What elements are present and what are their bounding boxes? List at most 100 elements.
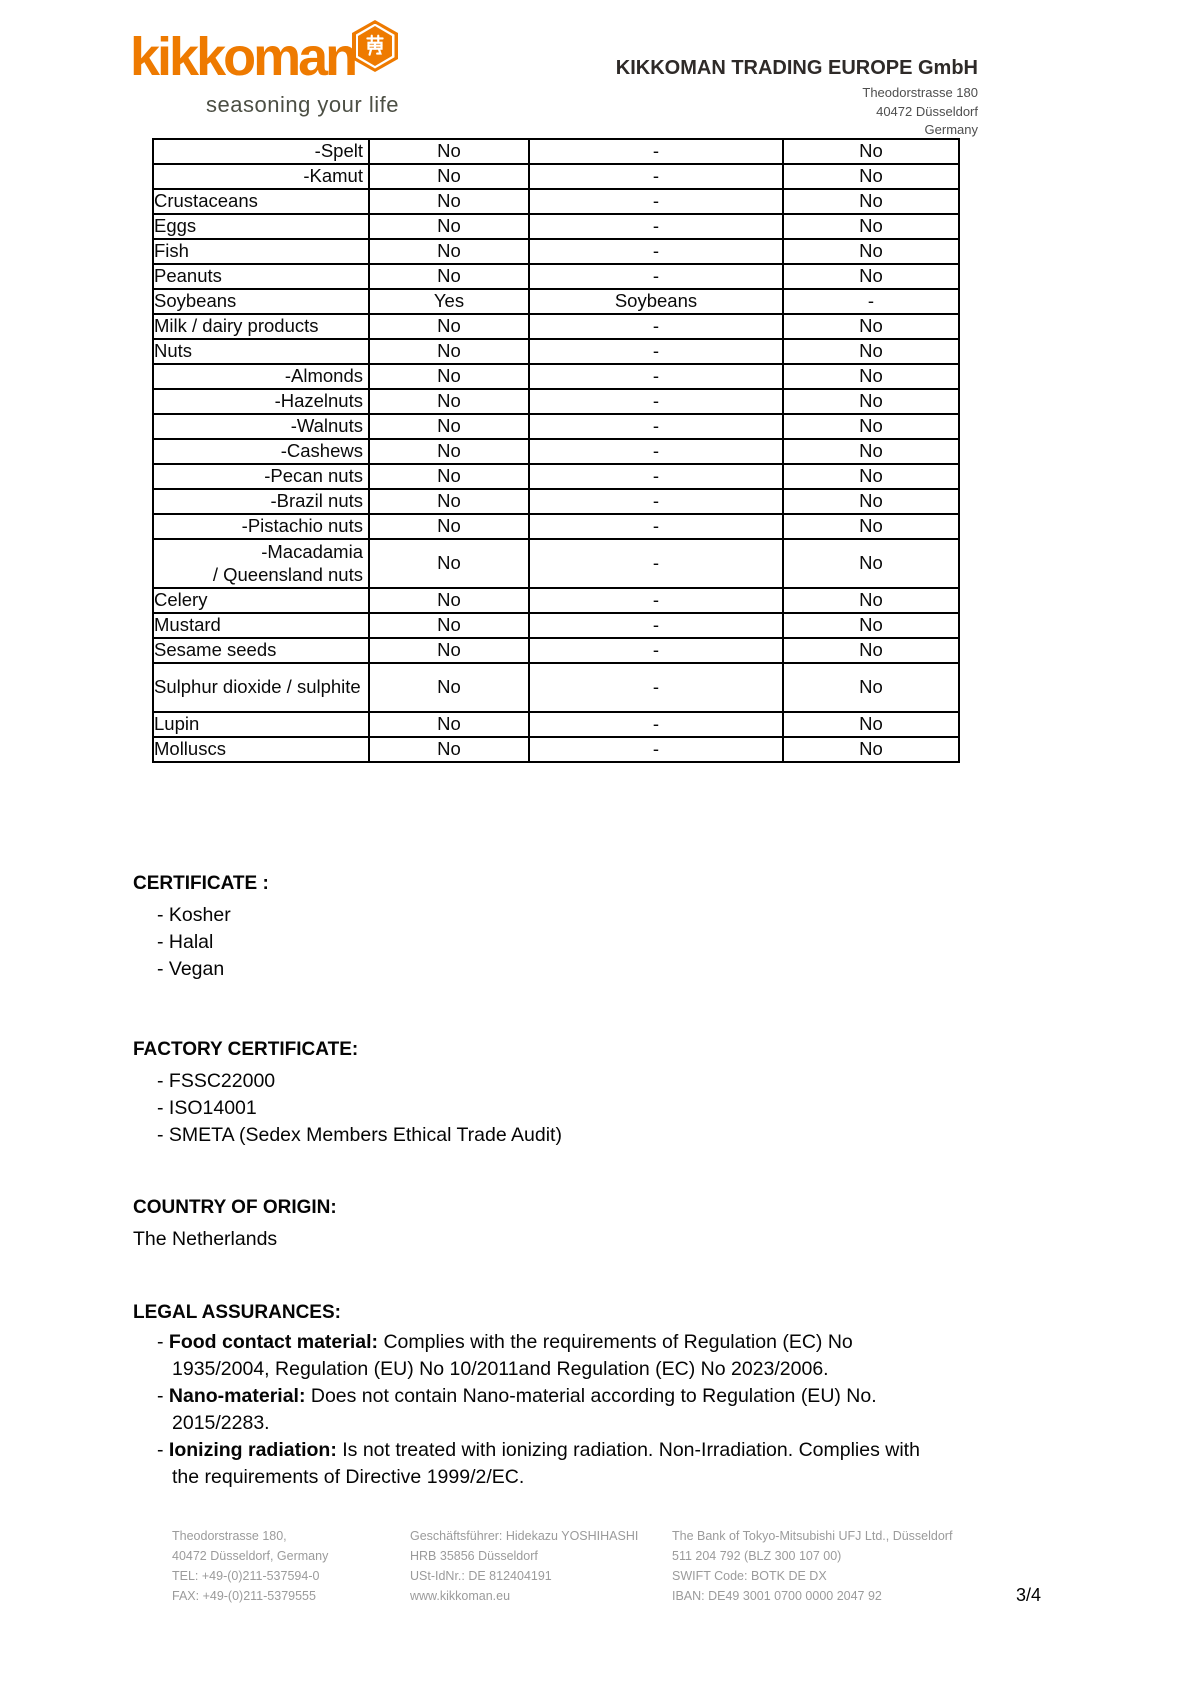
company-address: Theodorstrasse 180 40472 Düsseldorf German… bbox=[418, 84, 978, 140]
allergen-name-cell: -Brazil nuts bbox=[152, 488, 370, 515]
allergen-value-cell: No bbox=[782, 363, 960, 390]
allergen-value-cell: No bbox=[368, 313, 530, 340]
factory-certificate-section: FACTORY CERTIFICATE: - FSSC22000 - ISO140… bbox=[133, 1038, 562, 1149]
allergen-row: -Pecan nuts No - No bbox=[152, 463, 960, 490]
allergen-value-cell: No bbox=[782, 637, 960, 664]
allergen-name-cell: -Macadamia / Queensland nuts bbox=[152, 538, 370, 589]
allergen-table: -Spelt No - No -Kamut No - No Crustaceans No - No Eg… bbox=[152, 138, 960, 763]
allergen-name-cell: Mustard bbox=[152, 612, 370, 639]
allergen-value-cell: No bbox=[782, 438, 960, 465]
allergen-value-cell: No bbox=[368, 513, 530, 540]
address-line: Germany bbox=[924, 122, 978, 137]
allergen-value-cell: - bbox=[528, 488, 784, 515]
allergen-value-cell: - bbox=[528, 413, 784, 440]
certificate-item: - Vegan bbox=[157, 958, 225, 980]
certificate-item: - Kosher bbox=[157, 904, 231, 926]
allergen-name-cell: -Hazelnuts bbox=[152, 388, 370, 415]
allergen-value-cell: No bbox=[368, 238, 530, 265]
allergen-value-cell: - bbox=[528, 587, 784, 614]
allergen-name-cell: Nuts bbox=[152, 338, 370, 365]
allergen-name-cell: -Cashews bbox=[152, 438, 370, 465]
allergen-name-cell: Molluscs bbox=[152, 736, 370, 763]
country-of-origin-value: The Netherlands bbox=[133, 1228, 278, 1250]
allergen-row: Milk / dairy products No - No bbox=[152, 313, 960, 340]
allergen-value-cell: - bbox=[528, 711, 784, 738]
footer-line: Theodorstrasse 180, bbox=[172, 1529, 287, 1543]
allergen-value-cell: No bbox=[368, 587, 530, 614]
allergen-value-cell: No bbox=[368, 612, 530, 639]
allergen-name-cell: Peanuts bbox=[152, 263, 370, 290]
allergen-value-cell: - bbox=[528, 188, 784, 215]
allergen-value-cell: No bbox=[368, 637, 530, 664]
allergen-row: Eggs No - No bbox=[152, 213, 960, 240]
footer-line: 511 204 792 (BLZ 300 107 00) bbox=[672, 1549, 842, 1563]
allergen-value-cell: - bbox=[528, 213, 784, 240]
allergen-value-cell: No bbox=[782, 163, 960, 190]
page-number: 3/4 bbox=[1016, 1585, 1042, 1605]
allergen-value-cell: No bbox=[782, 238, 960, 265]
allergen-value-cell: No bbox=[368, 388, 530, 415]
allergen-value-cell: No bbox=[782, 263, 960, 290]
allergen-value-cell: No bbox=[782, 138, 960, 165]
country-of-origin-section: COUNTRY OF ORIGIN: The Netherlands bbox=[133, 1196, 337, 1253]
allergen-row: Crustaceans No - No bbox=[152, 188, 960, 215]
address-line: 40472 Düsseldorf bbox=[876, 103, 978, 119]
address-line: Theodorstrasse 180 bbox=[862, 85, 978, 100]
footer-line: TEL: +49-(0)211-537594-0 bbox=[172, 1569, 320, 1583]
allergen-row: -Hazelnuts No - No bbox=[152, 388, 960, 415]
legal-assurance-item: Nano-material: Does not contain Nano-mat… bbox=[143, 1383, 969, 1437]
allergen-row: Peanuts No - No bbox=[152, 263, 960, 290]
factory-certificate-item: - ISO14001 bbox=[157, 1097, 257, 1119]
allergen-value-cell: No bbox=[368, 438, 530, 465]
allergen-row: Nuts No - No bbox=[152, 338, 960, 365]
allergen-value-cell: - bbox=[528, 513, 784, 540]
allergen-name-cell: Fish bbox=[152, 238, 370, 265]
allergen-value-cell: - bbox=[528, 263, 784, 290]
legal-assurances-section: LEGAL ASSURANCES: Food contact material:… bbox=[133, 1301, 969, 1491]
allergen-row: Fish No - No bbox=[152, 238, 960, 265]
allergen-value-cell: - bbox=[528, 538, 784, 589]
allergen-row: Soybeans Yes Soybeans - bbox=[152, 288, 960, 315]
allergen-value-cell: No bbox=[782, 463, 960, 490]
allergen-value-cell: No bbox=[368, 413, 530, 440]
allergen-value-cell: No bbox=[782, 413, 960, 440]
allergen-value-cell: No bbox=[368, 711, 530, 738]
legal-assurance-item: Food contact material: Complies with the… bbox=[143, 1329, 969, 1383]
allergen-value-cell: No bbox=[368, 538, 530, 589]
legal-assurances-heading: LEGAL ASSURANCES: bbox=[133, 1302, 341, 1323]
footer-bank-column: The Bank of Tokyo-Mitsubishi UFJ Ltd., D… bbox=[672, 1526, 952, 1606]
allergen-value-cell: No bbox=[782, 488, 960, 515]
allergen-row: Celery No - No bbox=[152, 587, 960, 614]
country-of-origin-heading: COUNTRY OF ORIGIN: bbox=[133, 1197, 337, 1218]
allergen-value-cell: - bbox=[528, 363, 784, 390]
allergen-value-cell: No bbox=[782, 313, 960, 340]
footer-line: HRB 35856 Düsseldorf bbox=[410, 1549, 538, 1563]
allergen-name-cell: -Spelt bbox=[152, 138, 370, 165]
factory-certificate-item: - SMETA (Sedex Members Ethical Trade Aud… bbox=[157, 1124, 562, 1146]
footer-line: IBAN: DE49 3001 0700 0000 2047 92 bbox=[672, 1589, 882, 1603]
certificate-section: CERTIFICATE : - Kosher - Halal - Vegan bbox=[133, 872, 269, 983]
allergen-value-cell: - bbox=[528, 338, 784, 365]
allergen-name-cell: Milk / dairy products bbox=[152, 313, 370, 340]
kikkoman-hexagon-icon bbox=[352, 20, 398, 72]
legal-assurances-list: Food contact material: Complies with the… bbox=[133, 1329, 969, 1491]
certificate-list: - Kosher - Halal - Vegan bbox=[157, 902, 269, 983]
allergen-value-cell: No bbox=[782, 736, 960, 763]
allergen-name-cell: Celery bbox=[152, 587, 370, 614]
allergen-row: -Cashews No - No bbox=[152, 438, 960, 465]
logo-tagline: seasoning your life bbox=[206, 92, 399, 117]
allergen-value-cell: No bbox=[782, 538, 960, 589]
allergen-value-cell: No bbox=[368, 463, 530, 490]
allergen-name-cell: Eggs bbox=[152, 213, 370, 240]
allergen-value-cell: - bbox=[528, 138, 784, 165]
allergen-value-cell: No bbox=[782, 711, 960, 738]
legal-assurance-label: Ionizing radiation: bbox=[168, 1439, 337, 1461]
footer-company-column: Geschäftsführer: Hidekazu YOSHIHASHI HRB … bbox=[410, 1526, 638, 1606]
allergen-name-cell: Sesame seeds bbox=[152, 637, 370, 664]
allergen-value-cell: - bbox=[528, 438, 784, 465]
allergen-value-cell: No bbox=[368, 488, 530, 515]
allergen-row: -Almonds No - No bbox=[152, 363, 960, 390]
allergen-row: -Spelt No - No bbox=[152, 138, 960, 165]
allergen-name-cell: -Walnuts bbox=[152, 413, 370, 440]
